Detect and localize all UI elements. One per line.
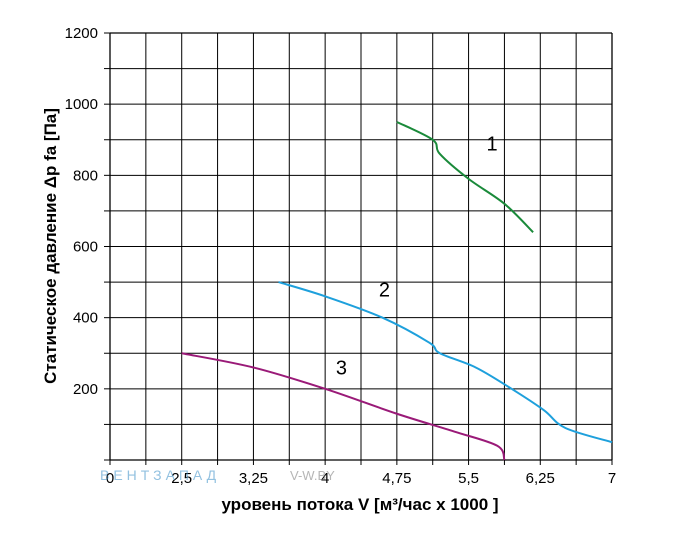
x-tick-label: 4,75 — [382, 470, 411, 487]
y-tick-label: 800 — [73, 167, 98, 184]
series-label-1: 1 — [487, 133, 498, 155]
x-tick-label: 3,25 — [239, 470, 268, 487]
series-label-2: 2 — [379, 279, 390, 301]
watermark-domain: V-W.BY — [290, 468, 335, 483]
y-axis-label: Статическое давление Δp fa [Па] — [41, 108, 60, 384]
series-line-1 — [396, 121, 534, 233]
x-tick-label: 0 — [106, 470, 114, 487]
watermark: ВЕНТЗАПАД V-W.BY — [100, 467, 335, 483]
watermark-brand: ВЕНТЗАПАД — [100, 467, 220, 483]
y-tick-label: 1200 — [65, 25, 98, 42]
x-tick-label: 7 — [608, 470, 616, 487]
x-tick-label: 4 — [321, 470, 329, 487]
y-tick-label: 200 — [73, 381, 98, 398]
series-line-2 — [278, 281, 613, 444]
chart-ticks: 200 400 600 800 1000 1200 0 2,5 3,25 4 4,75 5,5 6,25… — [65, 25, 617, 487]
x-tick-label: 5,5 — [458, 470, 479, 487]
series-line-3 — [181, 352, 506, 461]
x-tick-label: 2,5 — [171, 470, 192, 487]
chart-series — [181, 121, 613, 461]
y-tick-label: 400 — [73, 310, 98, 327]
x-axis-label: уровень потока V [м³/час x 1000 ] — [221, 495, 498, 514]
x-tick-label: 6,25 — [526, 470, 555, 487]
chart-curve-labels: 1 2 3 — [336, 133, 498, 379]
y-tick-label: 600 — [73, 239, 98, 256]
series-label-3: 3 — [336, 358, 347, 380]
y-tick-label: 1000 — [65, 96, 98, 113]
chart-grid — [109, 32, 613, 461]
